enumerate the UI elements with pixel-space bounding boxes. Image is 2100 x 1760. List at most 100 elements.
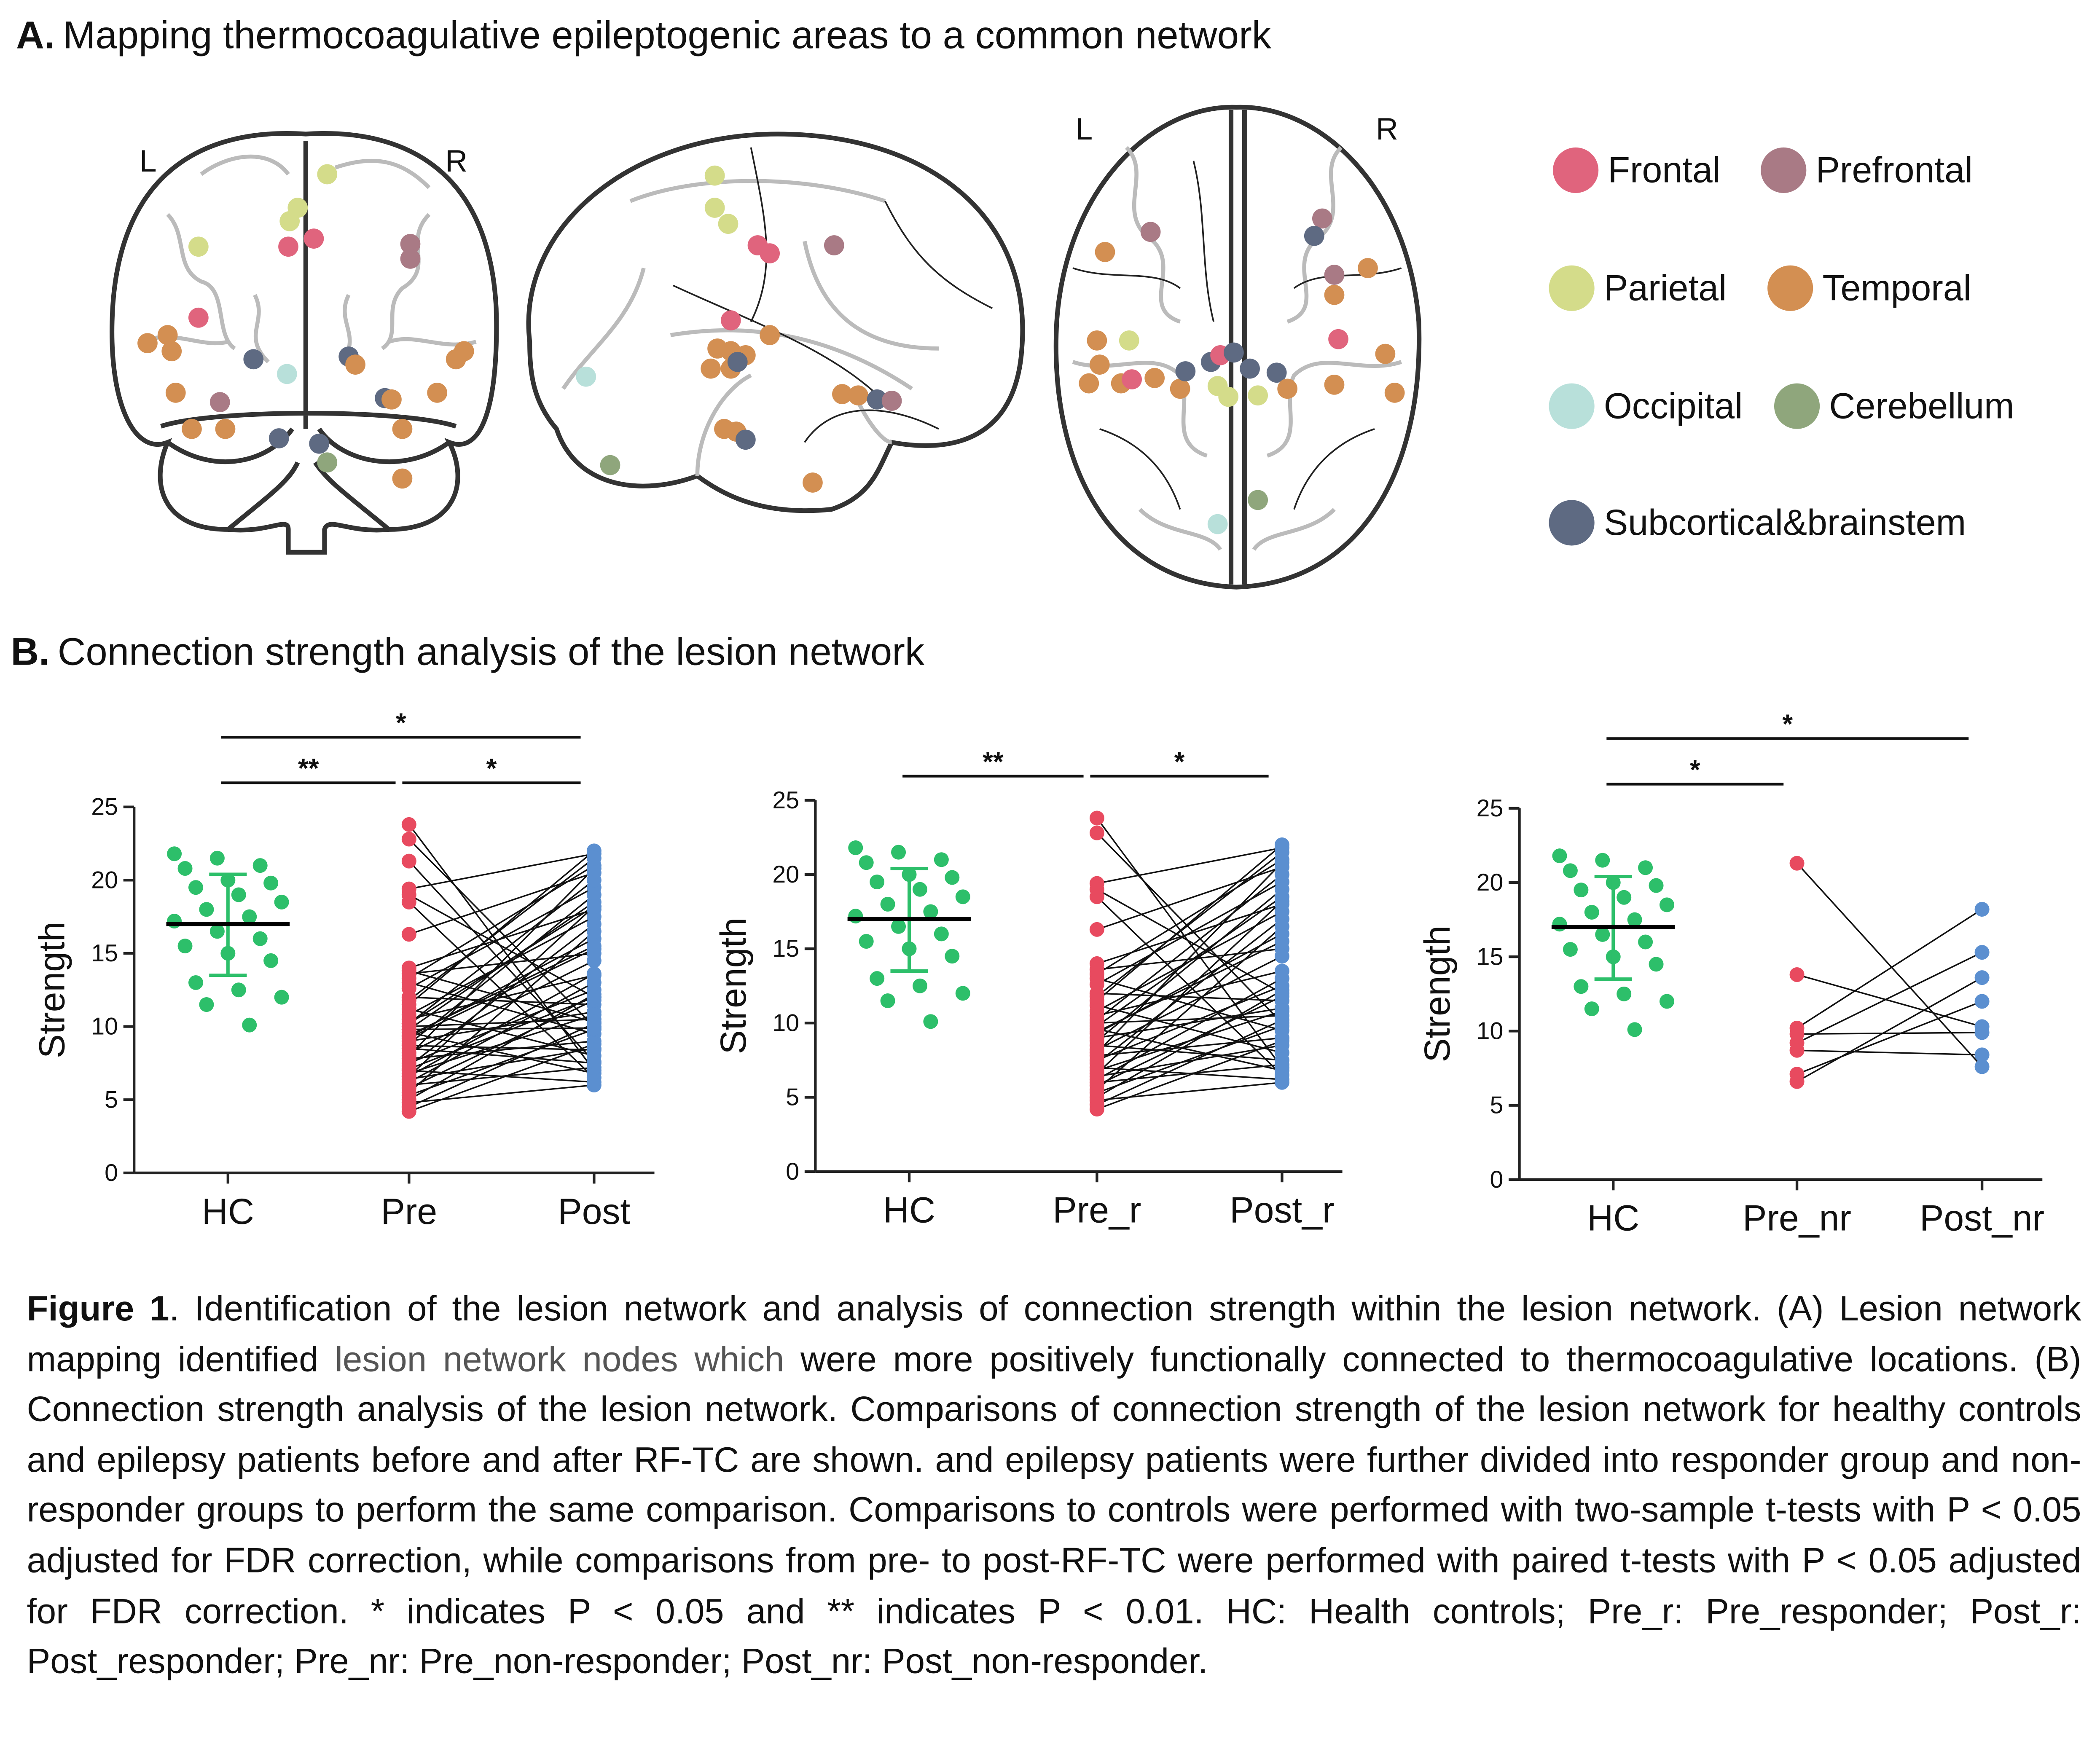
y-axis-label: Strength: [32, 922, 73, 1059]
pair-line: [1097, 948, 1282, 971]
y-tick-label: 15: [1477, 943, 1504, 970]
pair-line: [408, 894, 595, 1045]
data-dot: [1274, 919, 1289, 934]
data-dot: [1649, 878, 1664, 893]
pair-line: [1096, 926, 1283, 1091]
pair-line: [408, 894, 595, 998]
caption: Figure 1. Identification of the lesion n…: [27, 1284, 2081, 1688]
legend-label: Subcortical&brainstem: [1604, 502, 1966, 543]
data-dot: [199, 902, 214, 917]
legend-label: Occipital: [1604, 386, 1743, 426]
x-tick-label: Post_nr: [1920, 1198, 2044, 1239]
lesion-dots: [137, 164, 1405, 534]
data-dot: [1649, 957, 1664, 972]
pair-line: [1096, 832, 1283, 1024]
pair-line: [1797, 974, 1982, 1028]
data-dot: [1089, 989, 1104, 1004]
pair-line: [408, 1023, 595, 1108]
lesion-dot: [760, 325, 780, 345]
figure-graphics: A. Mapping thermocoagulative epileptogeni…: [11, 13, 2044, 1239]
panel-a-title: A. Mapping thermocoagulative epileptogeni…: [16, 13, 1272, 57]
lesion-dot: [392, 468, 413, 489]
data-dot: [945, 949, 960, 964]
y-tick-label: 20: [772, 861, 799, 888]
pair-line: [1797, 1001, 1982, 1075]
lesion-dot: [1375, 343, 1396, 364]
lesion-dot: [446, 349, 466, 370]
data-dot: [1638, 934, 1653, 950]
lesion-dot: [209, 392, 230, 413]
panel-title: Mapping thermocoagulative epileptogenic …: [63, 13, 1272, 57]
lesion-dot: [317, 452, 338, 473]
data-dot: [586, 1054, 602, 1069]
lesion-dot: [1324, 284, 1345, 305]
lesion-dot: [867, 389, 887, 410]
lesion-dot: [803, 472, 823, 493]
lesion-dot: [1224, 342, 1244, 363]
brain-coronal: [110, 131, 499, 555]
data-dot: [955, 986, 970, 1001]
legend-label: Prefrontal: [1816, 150, 1973, 190]
legend-swatch: [1549, 500, 1595, 546]
lesion-dot: [718, 214, 738, 234]
data-dot: [1974, 901, 1990, 917]
data-dot: [401, 853, 416, 869]
lesion-dot: [1277, 378, 1298, 399]
pair-line: [1096, 881, 1283, 985]
data-dot: [231, 887, 246, 902]
caption-label: Figure 1: [27, 1288, 169, 1328]
data-dot: [1659, 994, 1674, 1009]
data-dot: [401, 927, 416, 942]
data-dot: [1274, 949, 1289, 964]
significance-label: *: [1690, 755, 1700, 785]
orientation-label: L: [1075, 112, 1093, 146]
pair-line: [1797, 1032, 1982, 1035]
lesion-dot: [345, 354, 365, 375]
legend-swatch: [1549, 383, 1595, 429]
data-dot: [1617, 986, 1632, 1001]
data-dot: [1789, 1043, 1805, 1058]
lesion-dot: [400, 248, 421, 269]
data-dot: [209, 924, 225, 939]
pair-line: [1096, 985, 1283, 1061]
lesion-dot: [727, 351, 748, 372]
pair-line: [1096, 896, 1283, 1027]
lesion-dot: [1248, 385, 1268, 406]
x-tick-label: Pre_r: [1053, 1190, 1141, 1231]
lesion-dot: [1218, 386, 1239, 407]
lesion-dot: [721, 310, 741, 330]
data-dot: [209, 850, 225, 866]
data-dot: [1274, 867, 1289, 882]
legend-label: Frontal: [1608, 150, 1720, 190]
data-dot: [912, 882, 927, 897]
x-tick-label: HC: [883, 1190, 935, 1231]
lesion-dot: [427, 383, 447, 403]
pair-line: [1096, 888, 1283, 994]
pair-line: [408, 1028, 594, 1096]
x-tick-label: Pre: [381, 1191, 437, 1232]
data-dot: [401, 963, 416, 979]
data-dot: [1974, 970, 1990, 985]
pair-line: [409, 1045, 594, 1051]
lesion-dot: [1384, 383, 1405, 403]
data-dot: [1089, 922, 1104, 937]
caption-text: . Identification of the lesion network a…: [27, 1288, 2081, 1379]
data-dot: [586, 899, 602, 914]
data-dot: [880, 993, 895, 1008]
pair-line: [408, 838, 595, 1027]
pair-line: [409, 1067, 594, 1086]
lesion-dot: [600, 455, 620, 475]
lesion-dot: [188, 307, 209, 328]
lesion-dot: [704, 198, 725, 218]
data-dot: [401, 1038, 416, 1053]
pair-line: [1797, 1049, 1982, 1056]
pair-line: [1096, 859, 1283, 975]
data-dot: [912, 978, 927, 993]
pair-line: [408, 865, 595, 979]
data-dot: [1089, 825, 1104, 840]
lesion-dot: [269, 428, 289, 448]
pair-line: [408, 872, 594, 935]
data-dot: [1974, 1059, 1990, 1074]
orientation-label: R: [445, 144, 467, 178]
